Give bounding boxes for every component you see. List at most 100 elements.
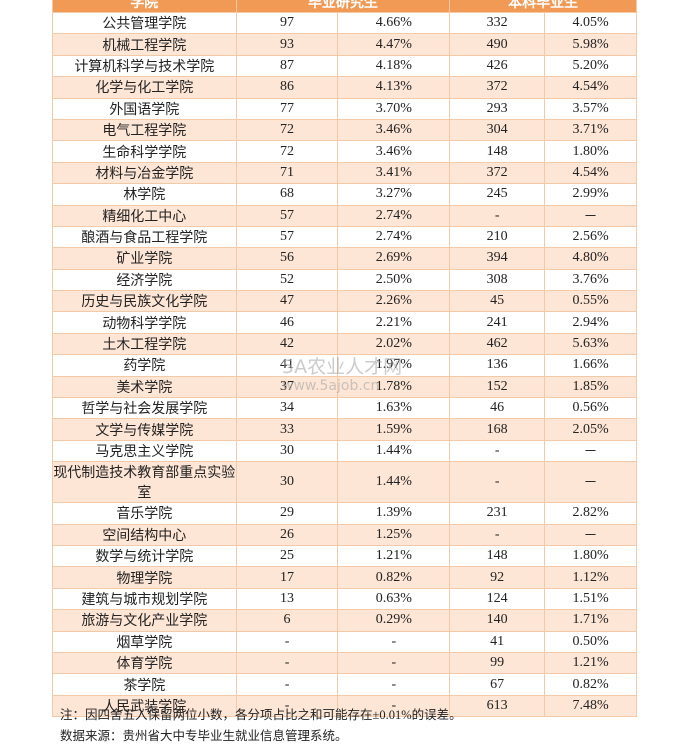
table-row: 公共管理学院 97 4.66% 332 4.05% — [52, 11, 637, 35]
table-cell: 数学与统计学院 — [52, 544, 237, 568]
table-cell: 136 — [449, 354, 546, 377]
table-cell: 美术学院 — [52, 375, 237, 399]
table-row: 美术学院 37 1.78% 152 1.85% — [52, 375, 637, 399]
table-cell: 57 — [235, 204, 339, 227]
table-cell: 152 — [449, 375, 546, 399]
table-cell: - — [337, 694, 451, 718]
table-cell: 4.54% — [544, 76, 637, 99]
table-cell: 1.44% — [337, 439, 451, 463]
table-cell: 86 — [235, 76, 339, 99]
table-row: 精细化工中心 57 2.74% - － — [52, 204, 637, 227]
table-cell: 30 — [235, 439, 339, 463]
table-cell: 210 — [449, 225, 546, 249]
table-cell: 3.46% — [337, 140, 451, 163]
table-cell: 1.44% — [337, 461, 451, 504]
table-cell: 46 — [235, 311, 339, 334]
table-cell: 4.66% — [337, 11, 451, 35]
table-cell: 2.50% — [337, 268, 451, 292]
table-row: 动物科学学院 46 2.21% 241 2.94% — [52, 311, 637, 334]
table-cell: － — [544, 523, 637, 546]
table-cell: 148 — [449, 544, 546, 568]
table-cell: - — [235, 694, 339, 718]
table-row: 体育学院 - -99 1.21% — [52, 651, 637, 675]
table-cell: 4.13% — [337, 76, 451, 99]
table-cell: 304 — [449, 118, 546, 142]
table-cell: 1.80% — [544, 140, 637, 163]
table-cell: 2.94% — [544, 311, 637, 334]
table-cell: 1.97% — [337, 354, 451, 377]
table-cell: 3.46% — [337, 118, 451, 142]
table-cell: 4.47% — [337, 33, 451, 56]
table-row: 化学与化工学院 86 4.13% 372 4.54% — [52, 76, 637, 99]
table-cell: 308 — [449, 268, 546, 292]
table-cell: 148 — [449, 140, 546, 163]
table-cell: 42 — [235, 332, 339, 356]
table-cell: 现代制造技术教育部重点实验室 — [52, 461, 237, 504]
table-cell: 1.21% — [337, 544, 451, 568]
table-cell: 67 — [449, 673, 546, 696]
table-row: 土木工程学院 42 2.02% 462 5.63% — [52, 332, 637, 356]
table-cell: 化学与化工学院 — [52, 76, 237, 99]
table-cell: 0.82% — [544, 673, 637, 696]
table-cell: 0.50% — [544, 630, 637, 653]
table-row: 旅游与文化产业学院 6 0.29% 140 1.71% — [52, 609, 637, 632]
table-cell: 394 — [449, 247, 546, 270]
table-cell: 3.41% — [337, 161, 451, 185]
table-cell: 茶学院 — [52, 673, 237, 696]
table-cell: 2.56% — [544, 225, 637, 249]
table-row: 烟草学院 - -41 0.50% — [52, 630, 637, 653]
table-cell: 3.57% — [544, 97, 637, 120]
table-cell: 293 — [449, 97, 546, 120]
table-cell: 空间结构中心 — [52, 523, 237, 546]
table-cell: 140 — [449, 609, 546, 632]
table-cell: 92 — [449, 566, 546, 589]
table-cell: 3.27% — [337, 183, 451, 206]
table-cell: 3.71% — [544, 118, 637, 142]
table-cell: 3.70% — [337, 97, 451, 120]
table-cell: 57 — [235, 225, 339, 249]
table-cell: 马克思主义学院 — [52, 439, 237, 463]
table-cell: 建筑与城市规划学院 — [52, 587, 237, 611]
table-cell: 97 — [235, 11, 339, 35]
table-row: 材料与冶金学院 71 3.41% 372 4.54% — [52, 161, 637, 185]
table-cell: - — [449, 439, 546, 463]
table-cell: 87 — [235, 54, 339, 78]
table-row: 矿业学院 56 2.69% 394 4.80% — [52, 247, 637, 270]
table-cell: 426 — [449, 54, 546, 78]
table-cell: - — [235, 651, 339, 675]
table-row: 马克思主义学院 30 1.44% - － — [52, 439, 637, 463]
table-cell: 46 — [449, 397, 546, 420]
table-cell: 168 — [449, 418, 546, 441]
table-cell: － — [544, 461, 637, 504]
table-cell: 41 — [449, 630, 546, 653]
data-table: 学院 毕业研究生 本科毕业生 公共管理学院 97 4.66% 332 4.05% 机械工程… — [52, 0, 637, 718]
table-cell: 0.29% — [337, 609, 451, 632]
table-cell: 490 — [449, 33, 546, 56]
table-cell: 56 — [235, 247, 339, 270]
table-cell: 1.25% — [337, 523, 451, 546]
table-cell: 0.56% — [544, 397, 637, 420]
table-cell: 1.39% — [337, 502, 451, 525]
table-row: 音乐学院 29 1.39% 231 2.82% — [52, 502, 637, 525]
table-cell: 精细化工中心 — [52, 204, 237, 227]
note: 数据来源：贵州省大中专毕业生就业信息管理系统。 — [60, 729, 348, 743]
header-cell: 学院 — [52, 0, 237, 13]
table-cell: 1.21% — [544, 651, 637, 675]
table-cell: 0.82% — [337, 566, 451, 589]
table-cell: 47 — [235, 290, 339, 313]
table-cell: 245 — [449, 183, 546, 206]
table-cell: 1.51% — [544, 587, 637, 611]
watermark: 5A农业人才网 — [282, 356, 403, 378]
table-cell: 4.80% — [544, 247, 637, 270]
header-cell: 本科毕业生 — [449, 0, 637, 13]
header-row: 学院 毕业研究生 本科毕业生 — [52, 0, 637, 13]
table-cell: 1.85% — [544, 375, 637, 399]
table-cell: 72 — [235, 140, 339, 163]
table-row: 建筑与城市规划学院 13 0.63% 124 1.51% — [52, 587, 637, 611]
table-cell: 25 — [235, 544, 339, 568]
table-cell: 2.74% — [337, 204, 451, 227]
table-cell: 52 — [235, 268, 339, 292]
table-cell: 经济学院 — [52, 268, 237, 292]
table-cell: 2.05% — [544, 418, 637, 441]
table-row: 酿酒与食品工程学院 57 2.74% 210 2.56% — [52, 225, 637, 249]
